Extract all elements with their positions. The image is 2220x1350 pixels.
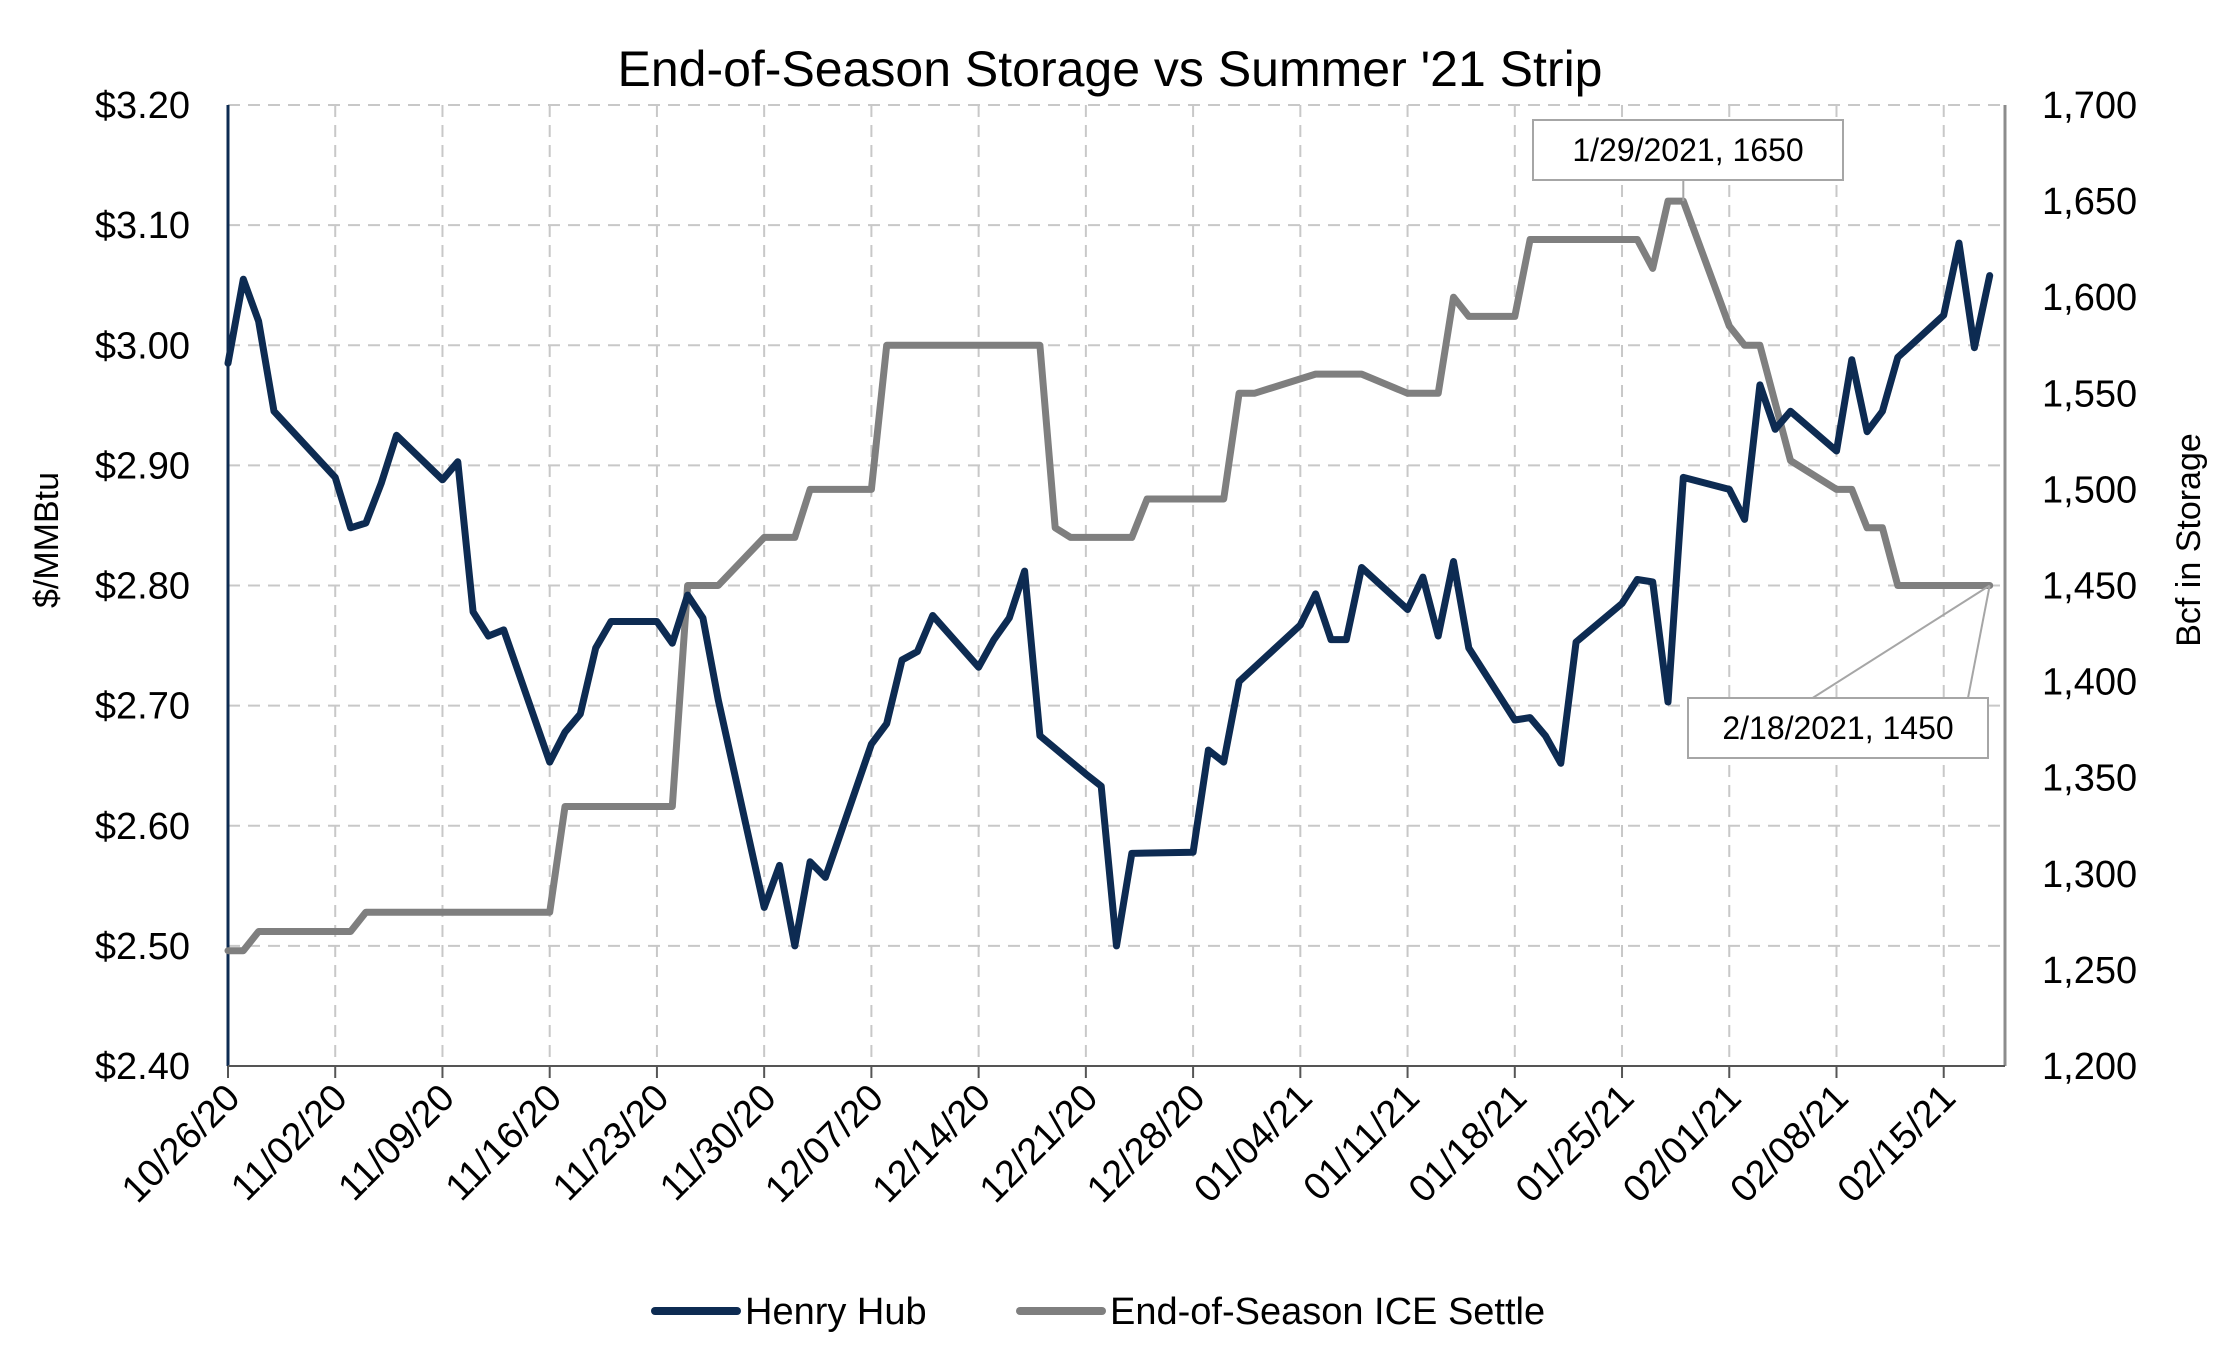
y-left-tick-label: $2.60 (95, 806, 190, 848)
legend: Henry Hub End-of-Season ICE Settle (651, 1291, 1545, 1333)
legend-label: Henry Hub (745, 1291, 927, 1333)
annotations: 1/29/2021, 1650 2/18/2021, 1450 (1532, 119, 1991, 759)
y-left-tick-label: $2.80 (95, 566, 190, 608)
x-tick-label: 12/21/20 (972, 1077, 1106, 1211)
x-tick-label: 01/18/21 (1401, 1077, 1535, 1211)
y-left-tick-label: $2.40 (95, 1046, 190, 1088)
y-right-tick-label: 1,450 (2042, 566, 2137, 608)
series-lines (224, 197, 1994, 955)
chart-title: End-of-Season Storage vs Summer '21 Stri… (617, 41, 1602, 97)
y-right-tick-label: 1,400 (2042, 662, 2137, 704)
annotation-leader-line (1967, 585, 1991, 699)
x-tick-label: 12/28/20 (1079, 1077, 1213, 1211)
x-tick-label: 11/02/20 (223, 1077, 355, 1209)
x-tick-label: 02/08/21 (1723, 1077, 1857, 1211)
x-tick-label: 02/15/21 (1830, 1077, 1964, 1211)
x-tick-label: 10/26/20 (114, 1077, 248, 1211)
y-left-tick-label: $2.50 (95, 926, 190, 968)
y-left-tick-label: $2.90 (95, 445, 190, 487)
series-line-henry-hub (224, 239, 1994, 950)
x-tick-label: 11/23/20 (545, 1077, 677, 1209)
y-left-tick-label: $3.20 (95, 85, 190, 127)
y-right-axis-title: Bcf in Storage (2170, 433, 2208, 647)
annotation-label: 2/18/2021, 1450 (1722, 710, 1953, 746)
y-right-tick-label: 1,500 (2042, 469, 2137, 511)
annotation-label: 1/29/2021, 1650 (1572, 132, 1803, 168)
y-left-tick-label: $3.00 (95, 325, 190, 367)
y-left-axis-title: $/MMBtu (28, 472, 66, 608)
x-tick-label: 12/14/20 (865, 1077, 999, 1211)
x-tick-label: 01/04/21 (1186, 1077, 1320, 1211)
y-right-tick-label: 1,250 (2042, 950, 2137, 992)
x-tick-label: 11/09/20 (331, 1077, 463, 1209)
legend-label: End-of-Season ICE Settle (1110, 1291, 1545, 1333)
y-right-tick-label: 1,550 (2042, 373, 2137, 415)
annotation-box (1687, 697, 1989, 759)
y-left-tick-label: $3.10 (95, 205, 190, 247)
axes: $2.40 $2.50 $2.60 $2.70 $2.80 $2.90 $3.00 $3.10… (95, 85, 2137, 1211)
x-tick-label: 01/25/21 (1508, 1077, 1642, 1211)
y-right-tick-label: 1,200 (2042, 1046, 2137, 1088)
y-right-tick-label: 1,600 (2042, 277, 2137, 319)
y-right-tick-label: 1,300 (2042, 854, 2137, 896)
y-right-tick-label: 1,700 (2042, 85, 2137, 127)
x-tick-label: 02/01/21 (1615, 1077, 1749, 1211)
y-right-tick-label: 1,650 (2042, 181, 2137, 223)
series-line-ice-settle (224, 197, 1994, 955)
x-tick-label: 12/07/20 (757, 1077, 891, 1211)
annotation-box (1532, 119, 1844, 181)
y-left-tick-label: $2.70 (95, 686, 190, 728)
x-tick-label: 11/16/20 (438, 1077, 570, 1209)
y-right-tick-label: 1,350 (2042, 758, 2137, 800)
